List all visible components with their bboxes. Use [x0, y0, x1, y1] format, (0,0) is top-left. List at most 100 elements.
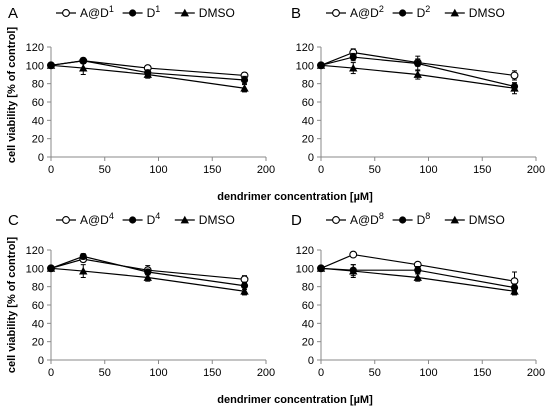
legend-entry: DMSO — [199, 6, 235, 20]
y-tick-label: 80 — [32, 282, 44, 294]
data-point — [46, 61, 56, 69]
data-point — [349, 266, 358, 275]
series-line — [320, 253, 515, 282]
y-tick-label: 100 — [26, 263, 44, 275]
x-tick-label: 100 — [419, 367, 437, 379]
chart-panel-b: B 0 20 40 60 80 100 120 0 50 100 150 200 A@D2 D2 DMSO — [291, 4, 545, 176]
series-line — [50, 64, 245, 89]
series-triangle-b — [316, 61, 519, 95]
legend-entry: D8 — [417, 211, 431, 227]
legend-marker — [450, 8, 459, 17]
series-line — [320, 64, 515, 89]
x-tick-label: 50 — [99, 367, 111, 379]
legend-entry: A@D4 — [80, 211, 114, 227]
x-tick-label: 100 — [149, 367, 167, 379]
data-point — [79, 63, 88, 72]
legend-marker — [399, 9, 407, 17]
x-tick-label: 100 — [419, 164, 437, 176]
legend-marker — [129, 216, 137, 224]
x-tick-label: 200 — [257, 367, 275, 379]
data-point — [240, 76, 249, 84]
series-line — [50, 60, 245, 81]
y-tick-label: 80 — [302, 282, 314, 294]
data-point — [79, 252, 87, 261]
chart-panel-a: A 0 20 40 60 80 100 120 0 50 100 150 200 A@D1 D1 DMSO — [8, 4, 275, 176]
data-point — [349, 250, 358, 259]
y-tick-label: 60 — [302, 97, 314, 109]
data-point — [79, 266, 88, 275]
legend-entry: DMSO — [469, 6, 505, 20]
legend-marker — [332, 216, 340, 224]
y-tick-label: 0 — [308, 355, 314, 367]
y-tick-label: 100 — [26, 60, 44, 72]
panel-letter-c: C — [8, 212, 19, 229]
x-axis-title-bottom: dendrimer concentration [µM] — [217, 394, 373, 406]
data-point — [143, 273, 152, 281]
y-tick-label: 0 — [308, 152, 314, 164]
legend-marker — [129, 9, 137, 17]
series-line — [320, 56, 515, 88]
x-tick-label: 150 — [473, 164, 491, 176]
series-line — [50, 255, 245, 287]
y-tick-label: 120 — [296, 42, 314, 54]
legend-entry: A@D8 — [350, 211, 384, 227]
legend-marker — [399, 216, 407, 224]
data-point — [143, 70, 152, 78]
panel-letter-d: D — [291, 212, 302, 229]
legend-marker — [62, 9, 70, 17]
legend-d: A@D8 D8 DMSO — [326, 211, 505, 227]
y-tick-label: 60 — [32, 97, 44, 109]
data-point — [316, 264, 326, 272]
x-tick-label: 150 — [203, 367, 221, 379]
data-point — [413, 70, 422, 78]
chart-panel-d: D 0 20 40 60 80 100 120 0 50 100 150 200 A@D8 D8 DMSO — [291, 211, 545, 379]
legend-entry: A@D2 — [350, 4, 384, 20]
x-tick-label: 200 — [257, 164, 275, 176]
legend-marker — [180, 8, 189, 17]
y-tick-label: 80 — [302, 79, 314, 91]
series-line — [320, 267, 515, 292]
y-tick-label: 100 — [296, 60, 314, 72]
data-point — [240, 84, 249, 92]
legend-entry: D1 — [147, 4, 161, 20]
data-point — [240, 287, 249, 295]
y-tick-label: 0 — [38, 355, 44, 367]
y-axis-title-bottom: cell viability [% of control] — [6, 237, 18, 374]
legend-c: A@D4 D4 DMSO — [56, 211, 235, 227]
data-point — [510, 84, 519, 92]
series-triangle-a — [46, 61, 249, 93]
y-tick-label: 40 — [32, 115, 44, 127]
legend-b: A@D2 D2 DMSO — [326, 4, 505, 20]
data-point — [510, 71, 519, 80]
y-tick-label: 60 — [32, 300, 44, 312]
y-tick-label: 20 — [302, 337, 314, 349]
y-tick-label: 120 — [296, 245, 314, 257]
panel-letter-a: A — [8, 5, 18, 22]
legend-a: A@D1 D1 DMSO — [56, 4, 235, 20]
chart-panel-c: C 0 20 40 60 80 100 120 0 50 100 150 200 A@D4 D4 DMSO — [8, 211, 275, 379]
x-axis-title-top: dendrimer concentration [µM] — [217, 191, 373, 203]
x-tick-label: 0 — [318, 164, 324, 176]
legend-entry: DMSO — [199, 213, 235, 227]
y-tick-label: 40 — [32, 318, 44, 330]
series-line — [50, 267, 245, 292]
y-tick-label: 120 — [26, 42, 44, 54]
y-tick-label: 60 — [302, 300, 314, 312]
legend-entry: DMSO — [469, 213, 505, 227]
y-tick-label: 20 — [32, 134, 44, 146]
y-tick-label: 40 — [302, 115, 314, 127]
y-tick-label: 20 — [32, 337, 44, 349]
legend-marker — [450, 215, 459, 224]
y-tick-label: 20 — [302, 134, 314, 146]
data-point — [414, 266, 422, 274]
x-tick-label: 150 — [473, 367, 491, 379]
legend-entry: D4 — [147, 211, 161, 227]
y-tick-label: 120 — [26, 245, 44, 257]
x-tick-label: 0 — [318, 367, 324, 379]
x-tick-label: 0 — [48, 164, 54, 176]
y-axis-title-top: cell viability [% of control] — [6, 27, 18, 164]
legend-entry: A@D1 — [80, 4, 114, 20]
x-tick-label: 200 — [527, 367, 545, 379]
